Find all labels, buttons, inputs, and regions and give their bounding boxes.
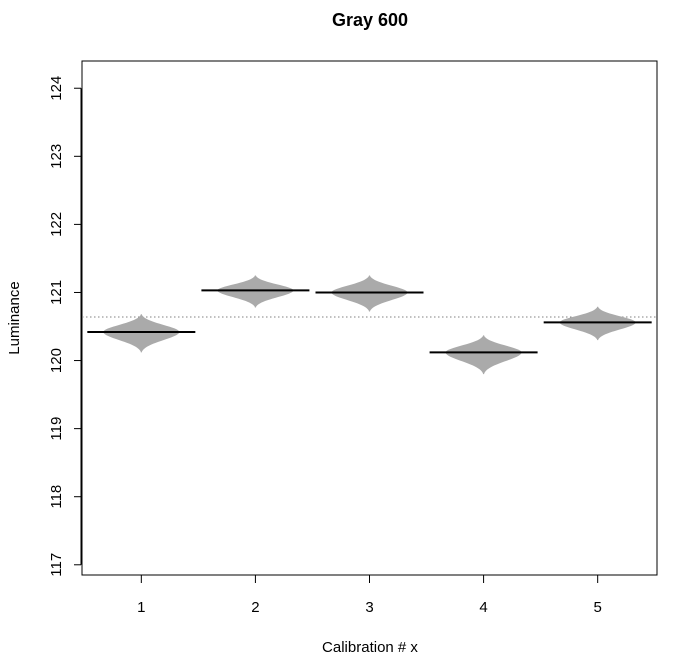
y-tick-label: 122 xyxy=(48,212,65,237)
y-axis-label: Luminance xyxy=(6,281,23,354)
bean-4 xyxy=(445,335,522,375)
y-tick-label: 118 xyxy=(48,485,65,509)
y-tick-label: 124 xyxy=(48,76,65,101)
y-tick-label: 119 xyxy=(48,417,65,441)
bean-3 xyxy=(331,275,408,312)
y-tick-label: 117 xyxy=(48,553,65,577)
bean-1 xyxy=(103,314,180,353)
chart-title: Gray 600 xyxy=(332,10,408,30)
y-axis: 117 118 119 120 121 122 123 124 xyxy=(48,76,82,577)
x-tick-label: 2 xyxy=(251,599,259,616)
x-axis-label: Calibration # x xyxy=(322,639,418,656)
x-tick-label: 5 xyxy=(594,599,602,616)
x-axis: 1 2 3 4 5 xyxy=(137,574,602,616)
bean-2 xyxy=(217,275,294,308)
y-tick-label: 120 xyxy=(48,348,65,373)
beans xyxy=(87,275,652,375)
y-tick-label: 123 xyxy=(48,144,65,169)
y-tick-label: 121 xyxy=(48,280,65,305)
x-tick-label: 4 xyxy=(479,599,487,616)
x-tick-label: 1 xyxy=(137,599,145,616)
x-tick-label: 3 xyxy=(365,599,373,616)
bean-5 xyxy=(559,306,636,341)
